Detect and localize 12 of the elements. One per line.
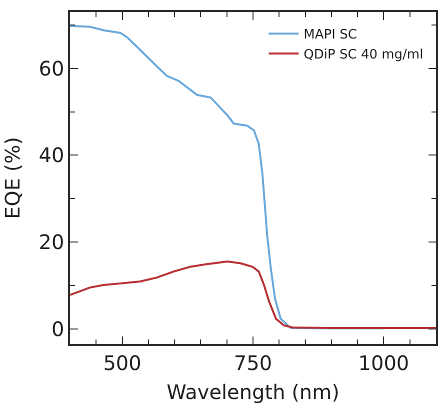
y-tick-label: 20 bbox=[38, 230, 64, 254]
line-series bbox=[70, 260, 436, 329]
x-tick-label: 500 bbox=[103, 350, 142, 375]
y-tick-label: 40 bbox=[38, 143, 64, 168]
x-tick-label: 1000 bbox=[358, 350, 410, 375]
y-tick-label: 60 bbox=[38, 56, 64, 80]
x-axis-title: Wavelength (nm) bbox=[166, 380, 340, 404]
legend-label: QDiP SC 40 mg/ml bbox=[304, 48, 424, 63]
x-tick-label: 750 bbox=[234, 350, 272, 375]
y-axis-title: EQE (%) bbox=[0, 137, 24, 219]
legend-label: MAPI SC bbox=[304, 28, 357, 43]
y-tick-label: 0 bbox=[52, 316, 64, 341]
